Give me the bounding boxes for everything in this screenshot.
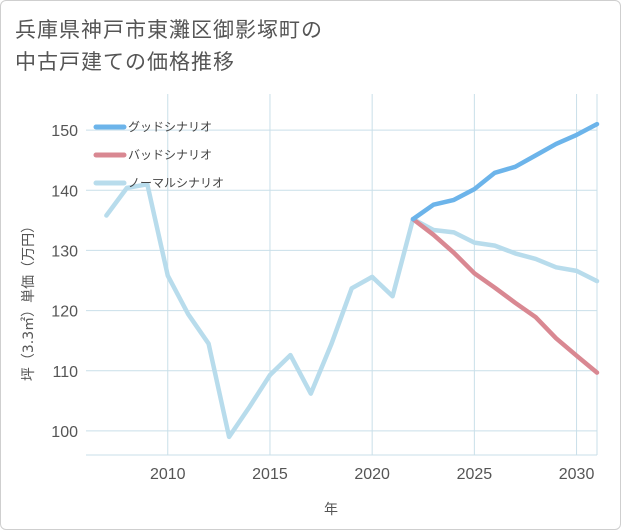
legend-label: グッドシナリオ [128, 120, 212, 134]
plot-area [86, 94, 597, 455]
x-tick-label: 2010 [150, 466, 186, 483]
x-tick-label: 2025 [457, 466, 493, 483]
series-line-good [410, 121, 600, 222]
series-lines [104, 121, 600, 440]
y-tick-label: 120 [51, 304, 78, 321]
y-axis-label: 坪（3.3㎡）単価（万円） [21, 219, 37, 381]
series-line-bad [410, 216, 600, 375]
y-tick-label: 130 [51, 243, 78, 260]
x-axis-label: 年 [324, 502, 338, 518]
chart-title-line2: 中古戸建ての価格推移 [15, 50, 235, 74]
legend-item-bad: バッドシナリオ [93, 148, 212, 162]
chart-title: 兵庫県神戸市東灘区御影塚町の 中古戸建ての価格推移 [15, 14, 575, 78]
legend-label: バッドシナリオ [128, 148, 212, 162]
x-tick-label: 2020 [354, 466, 390, 483]
legend-item-normal: ノーマルシナリオ [93, 176, 224, 190]
x-tick-label: 2030 [559, 466, 595, 483]
y-tick-label: 110 [52, 364, 78, 381]
chart-title-line1: 兵庫県神戸市東灘区御影塚町の [15, 18, 323, 42]
y-tick-label: 100 [51, 424, 78, 441]
y-tick-label: 150 [51, 123, 78, 140]
axis-ticks: 100 110 120 130 140 150 2010 2015 2020 2025 2030 [51, 123, 594, 483]
legend-label: ノーマルシナリオ [128, 176, 224, 190]
legend-item-good: グッドシナリオ [93, 120, 212, 134]
series-line-normal [104, 182, 600, 440]
x-tick-label: 2015 [252, 466, 288, 483]
y-tick-label: 140 [51, 183, 78, 200]
